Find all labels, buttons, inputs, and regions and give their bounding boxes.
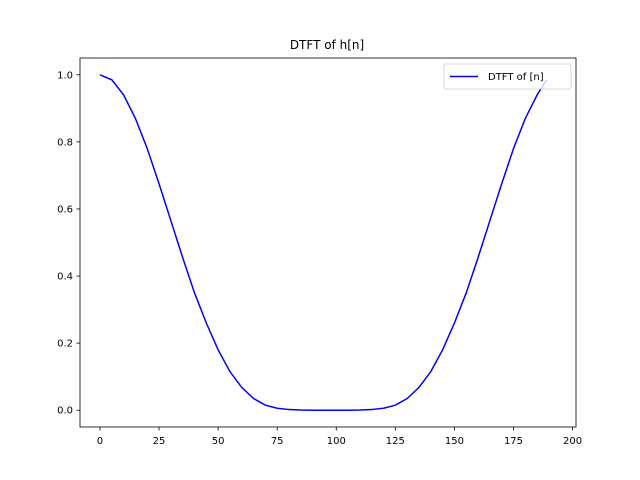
x-tick-label: 175 xyxy=(504,436,523,447)
x-tick-label: 150 xyxy=(445,436,464,447)
x-axis: 0 25 50 75 100 125 150 175 200 xyxy=(97,427,582,447)
legend-label: DTFT of [n] xyxy=(488,72,544,83)
x-tick-label: 200 xyxy=(563,436,582,447)
x-tick-label: 125 xyxy=(386,436,405,447)
x-tick-label: 0 xyxy=(97,436,103,447)
x-tick-label: 25 xyxy=(153,436,166,447)
y-tick-label: 0.0 xyxy=(57,406,73,417)
plot-area xyxy=(79,57,577,428)
series-line-0 xyxy=(99,74,548,411)
legend: DTFT of [n] xyxy=(443,63,572,90)
chart-title: DTFT of h[n] xyxy=(290,38,364,52)
x-tick-label: 100 xyxy=(327,436,346,447)
y-tick-label: 0.8 xyxy=(57,137,73,148)
axes-frame xyxy=(79,57,577,428)
y-tick-label: 1.0 xyxy=(57,70,73,81)
x-tick-label: 50 xyxy=(212,436,225,447)
legend-box xyxy=(443,63,572,90)
y-tick-label: 0.4 xyxy=(57,272,73,283)
y-tick-label: 0.2 xyxy=(57,339,73,350)
y-tick-label: 0.6 xyxy=(57,204,73,215)
y-axis: 0.0 0.2 0.4 0.6 0.8 1.0 xyxy=(57,70,80,417)
x-tick-label: 75 xyxy=(271,436,284,447)
